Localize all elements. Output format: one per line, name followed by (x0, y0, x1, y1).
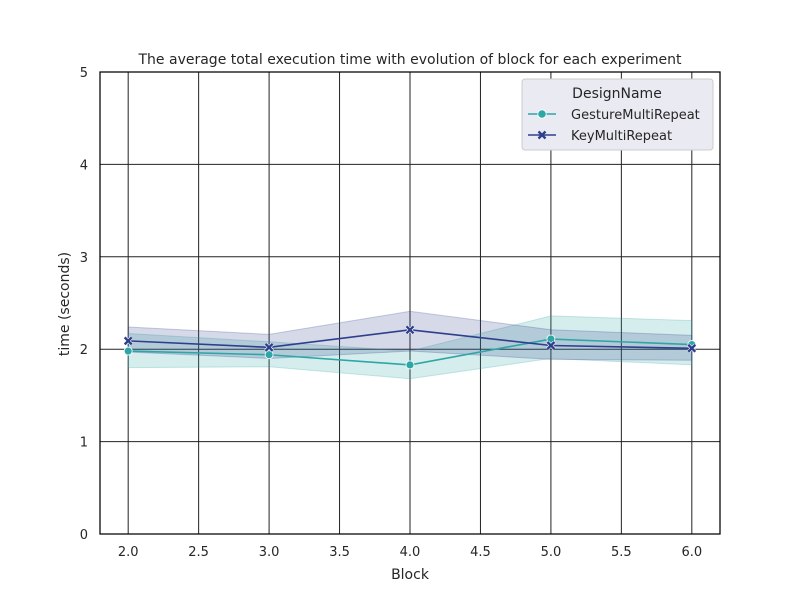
plot-frame (99, 71, 721, 535)
x-tick-label: 3.0 (259, 545, 280, 560)
keymultirepeat-point (264, 342, 274, 353)
legend: DesignName GestureMultiRepeat KeyMultiRep… (521, 78, 714, 151)
x-tick-label: 3.5 (329, 545, 350, 560)
y-axis-ticks: 0 1 2 3 4 5 (80, 66, 88, 543)
x-tick-label: 2.5 (188, 545, 209, 560)
x-tick-label: 2.0 (118, 545, 139, 560)
y-tick-label: 5 (80, 66, 88, 81)
legend-box (521, 78, 714, 151)
keymultirepeat-legend-label: KeyMultiRepeat (571, 129, 672, 144)
x-tick-label: 6.0 (681, 545, 702, 560)
legend-items: GestureMultiRepeat KeyMultiRepeat (528, 108, 700, 144)
y-tick-label: 1 (80, 436, 88, 451)
grid (100, 71, 720, 535)
x-tick-label: 5.5 (611, 545, 632, 560)
keymultirepeat-legend-entry: KeyMultiRepeat (528, 129, 672, 144)
x-axis-title: Block (391, 567, 430, 583)
keymultirepeat-legend-marker (537, 130, 547, 140)
y-axis-title: time (seconds) (57, 252, 73, 356)
y-tick-label: 4 (80, 158, 88, 173)
legend-title: DesignName (572, 86, 662, 102)
gesturemultirepeat-point (123, 346, 133, 356)
x-tick-label: 4.5 (470, 545, 491, 560)
gesturemultirepeat-point (405, 360, 415, 370)
gesturemultirepeat-point (264, 350, 274, 360)
y-tick-label: 3 (80, 251, 88, 266)
gesturemultirepeat-legend-entry: GestureMultiRepeat (528, 108, 700, 123)
keymultirepeat-point (546, 340, 556, 351)
x-tick-label: 4.0 (400, 545, 421, 560)
x-axis-ticks: 2.0 2.5 3.0 3.5 4.0 4.5 5.0 5.5 6.0 (118, 545, 702, 560)
y-tick-label: 0 (80, 528, 88, 543)
x-tick-label: 5.0 (541, 545, 562, 560)
keymultirepeat-point (123, 336, 133, 346)
gesturemultirepeat-legend-label: GestureMultiRepeat (571, 108, 700, 123)
keymultirepeat-point (405, 325, 415, 335)
series-markers (123, 325, 697, 370)
chart-title: The average total execution time with ev… (138, 52, 682, 68)
y-tick-label: 2 (80, 343, 88, 358)
gesturemultirepeat-confidence-band (127, 315, 693, 380)
keymultirepeat-point (687, 343, 697, 354)
gesturemultirepeat-legend-marker (537, 109, 547, 119)
